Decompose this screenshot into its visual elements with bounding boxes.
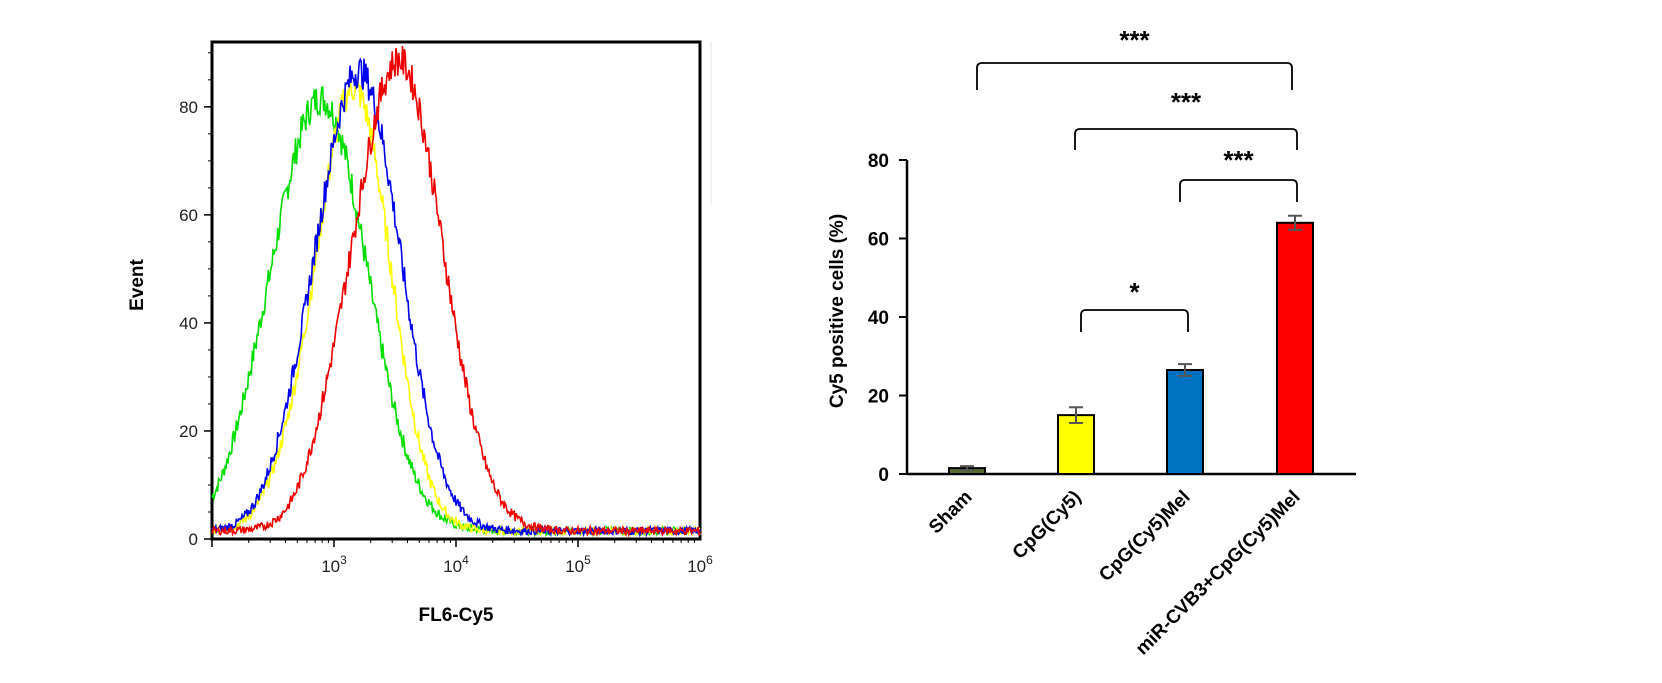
histogram-y-tick-label: 0 [189, 530, 198, 549]
histogram-x-tick-label: 104 [443, 553, 469, 576]
significance-label: * [1129, 277, 1140, 307]
significance-bracket [1179, 179, 1298, 202]
bar-y-ticks: 0 20 40 60 80 [868, 151, 907, 486]
bar-category-label: CpG(Cy5) [1009, 487, 1086, 564]
bar-y-tick-label: 80 [868, 151, 889, 172]
bar [1057, 414, 1095, 475]
histogram-frame [210, 40, 702, 541]
bar-y-tick-label: 20 [868, 387, 889, 408]
bar [1276, 221, 1314, 475]
significance-brackets: ********** [976, 25, 1298, 332]
bar-category-label: CpG(Cy5)Mel [1095, 487, 1194, 586]
histogram-y-axis-title: Event [127, 258, 148, 310]
histogram-x-axis-title: FL6-Cy5 [419, 605, 494, 626]
significance-label: *** [1223, 145, 1254, 175]
histogram-panel: 0 20 40 60 80 103 104 105 106 Event FL6-Cy5 [127, 40, 713, 626]
significance-label: *** [1171, 87, 1202, 117]
bar-y-tick-label: 60 [868, 230, 889, 251]
bars [948, 214, 1314, 475]
bar [1166, 368, 1204, 475]
histogram-x-tick-label: 103 [321, 553, 347, 576]
significance-bracket [1080, 309, 1189, 332]
histogram-y-tick-label: 40 [179, 314, 198, 333]
histogram-curves [211, 45, 701, 538]
histogram-series-3 [211, 45, 701, 538]
histogram-x-tick-label: 105 [565, 553, 591, 576]
bar-category-label: Sham [925, 487, 976, 538]
bar-y-tick-label: 0 [878, 465, 889, 486]
bar-y-axis-title: Cy5 positive cells (%) [827, 214, 848, 408]
significance-bracket [976, 62, 1293, 90]
histogram-y-tick-label: 80 [179, 98, 198, 117]
bar-category-labels: Sham CpG(Cy5) CpG(Cy5)MelmiR-CVB3+CpG(Cy5)… [925, 487, 1304, 660]
significance-bracket [1074, 128, 1298, 150]
histogram-y-tick-label: 60 [179, 206, 198, 225]
histogram-x-ticks: 103 104 105 106 [211, 539, 713, 576]
histogram-x-tick-label: 106 [687, 553, 713, 576]
significance-label: *** [1119, 25, 1150, 55]
histogram-y-ticks: 0 20 40 60 80 [179, 52, 212, 549]
histogram-y-tick-label: 20 [179, 422, 198, 441]
bar-y-tick-label: 40 [868, 308, 889, 329]
